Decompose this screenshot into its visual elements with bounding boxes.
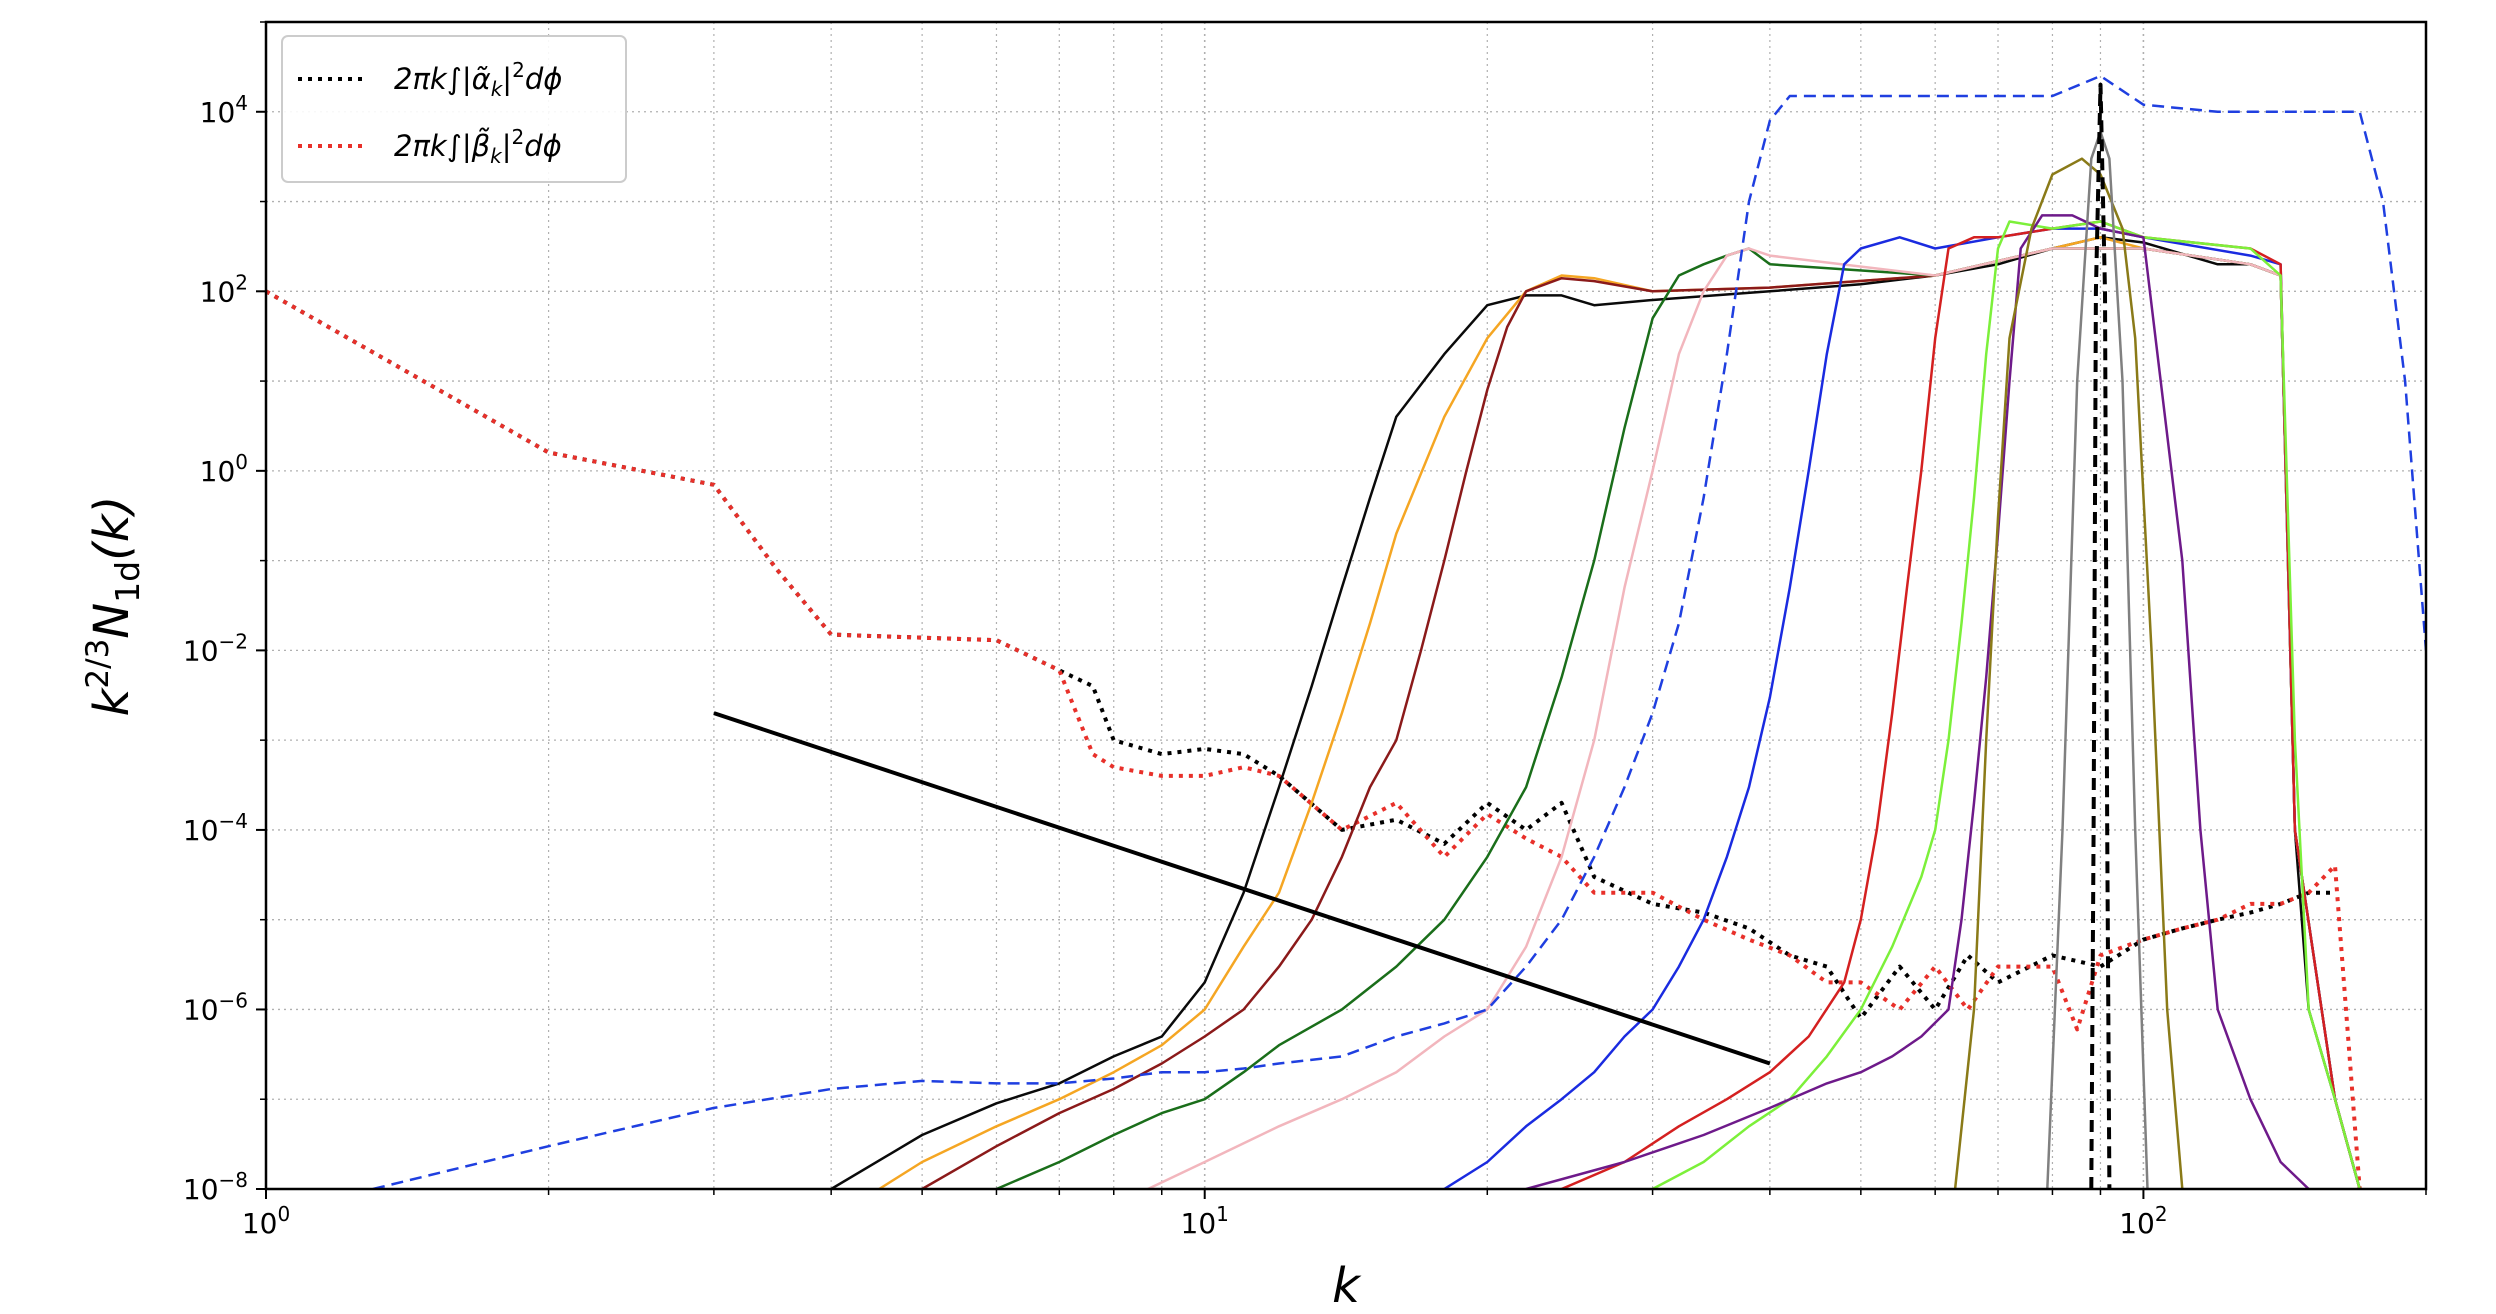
series-line-8 [1443,227,2361,1189]
legend-label-beta: 2πk∫|β̃k|2dϕ [394,125,562,168]
series-line-0 [266,289,2335,1021]
ticks: 100 101 102 10−8 10−6 10−4 10−2 100 102 104 [183,21,2427,1240]
series-layer [266,74,2426,1189]
y-tick-label: 10−8 [183,1168,248,1206]
legend: 2πk∫|α̃k|2dϕ 2πk∫|β̃k|2dϕ [281,35,627,183]
x-tick-label: 102 [2119,1202,2167,1240]
series-line-9 [1561,220,2361,1189]
y-tick-label: 10−2 [183,629,248,667]
series-line-10 [1652,220,2361,1189]
x-tick-label: 101 [1181,1202,1229,1240]
series-line-15 [713,711,1771,1066]
y-tick-label: 10−6 [183,988,248,1026]
x-axis-label: k [1332,1258,1362,1314]
legend-label-alpha: 2πk∫|α̃k|2dϕ [394,58,562,101]
y-tick-label: 100 [200,450,248,488]
series-line-12 [1953,157,2184,1189]
y-tick-label: 102 [200,270,248,308]
y-tick-label: 10−4 [183,809,248,847]
plot-frame [264,20,2428,1191]
y-tick-label: 104 [200,91,248,129]
x-tick-label: 100 [242,1202,290,1240]
legend-box [281,35,627,183]
series-line-7 [372,74,2426,1189]
series-line-14 [2089,82,2112,1189]
series-line-6 [1147,247,2361,1189]
series-line-2 [830,236,2361,1189]
series-line-1 [266,289,2362,1189]
